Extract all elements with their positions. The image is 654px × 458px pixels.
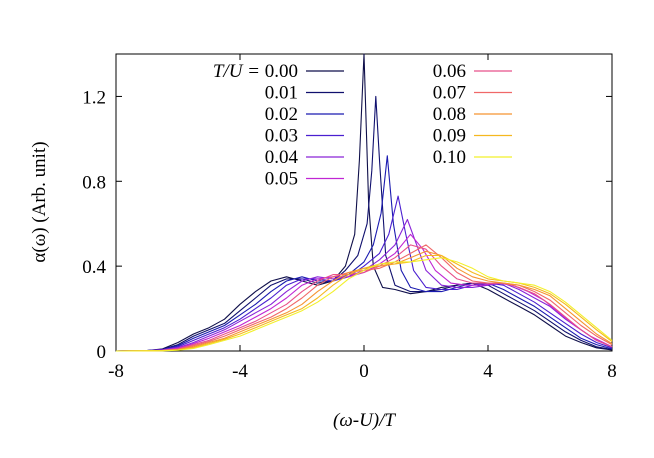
series-line-0.04 xyxy=(115,218,613,352)
legend: T/U = 0.000.010.020.030.040.050.060.070.… xyxy=(213,61,512,190)
legend-label-0.01: 0.01 xyxy=(265,83,298,104)
x-tick-label: 0 xyxy=(359,361,369,382)
series-line-0.02 xyxy=(115,155,613,352)
series-line-0.09 xyxy=(115,254,613,352)
series-layer xyxy=(115,53,613,352)
series-line-0.07 xyxy=(115,244,613,352)
x-tick-label: 4 xyxy=(483,361,493,382)
y-tick-label: 0.8 xyxy=(82,172,106,193)
legend-header: T/U = xyxy=(213,61,265,82)
legend-label-0.07: 0.07 xyxy=(433,83,466,104)
legend-label-0.00: T/U = 0.00 xyxy=(213,61,298,82)
legend-label-0.04: 0.04 xyxy=(265,147,299,168)
series-line-0.00 xyxy=(115,53,613,352)
y-axis-title: α(ω) (Arb. unit) xyxy=(29,141,50,262)
legend-label-0.08: 0.08 xyxy=(433,104,466,125)
series-line-0.03 xyxy=(115,195,613,352)
legend-label-0.03: 0.03 xyxy=(265,126,298,147)
tick-labels: -8 -4 0 4 8 0 0.4 0.8 1.2 xyxy=(82,87,617,382)
y-tick-label: 1.2 xyxy=(82,87,106,108)
legend-label-0.05: 0.05 xyxy=(265,169,298,190)
legend-label-0.10: 0.10 xyxy=(433,147,466,168)
x-tick-label: 8 xyxy=(607,361,617,382)
x-tick-label: -4 xyxy=(232,361,248,382)
series-line-0.01 xyxy=(115,95,613,352)
y-tick-label: 0 xyxy=(97,342,107,363)
y-tick-label: 0.4 xyxy=(82,257,106,278)
legend-label-0.06: 0.06 xyxy=(433,61,466,82)
x-axis-title: (ω-U)/T xyxy=(333,410,396,431)
series-line-0.05 xyxy=(115,233,613,352)
axis-ticks xyxy=(115,54,613,352)
series-line-0.10 xyxy=(115,257,613,352)
legend-label-0.02: 0.02 xyxy=(265,104,298,125)
plot-frame xyxy=(115,53,613,352)
x-tick-label: -8 xyxy=(108,361,124,382)
legend-label-0.09: 0.09 xyxy=(433,126,466,147)
